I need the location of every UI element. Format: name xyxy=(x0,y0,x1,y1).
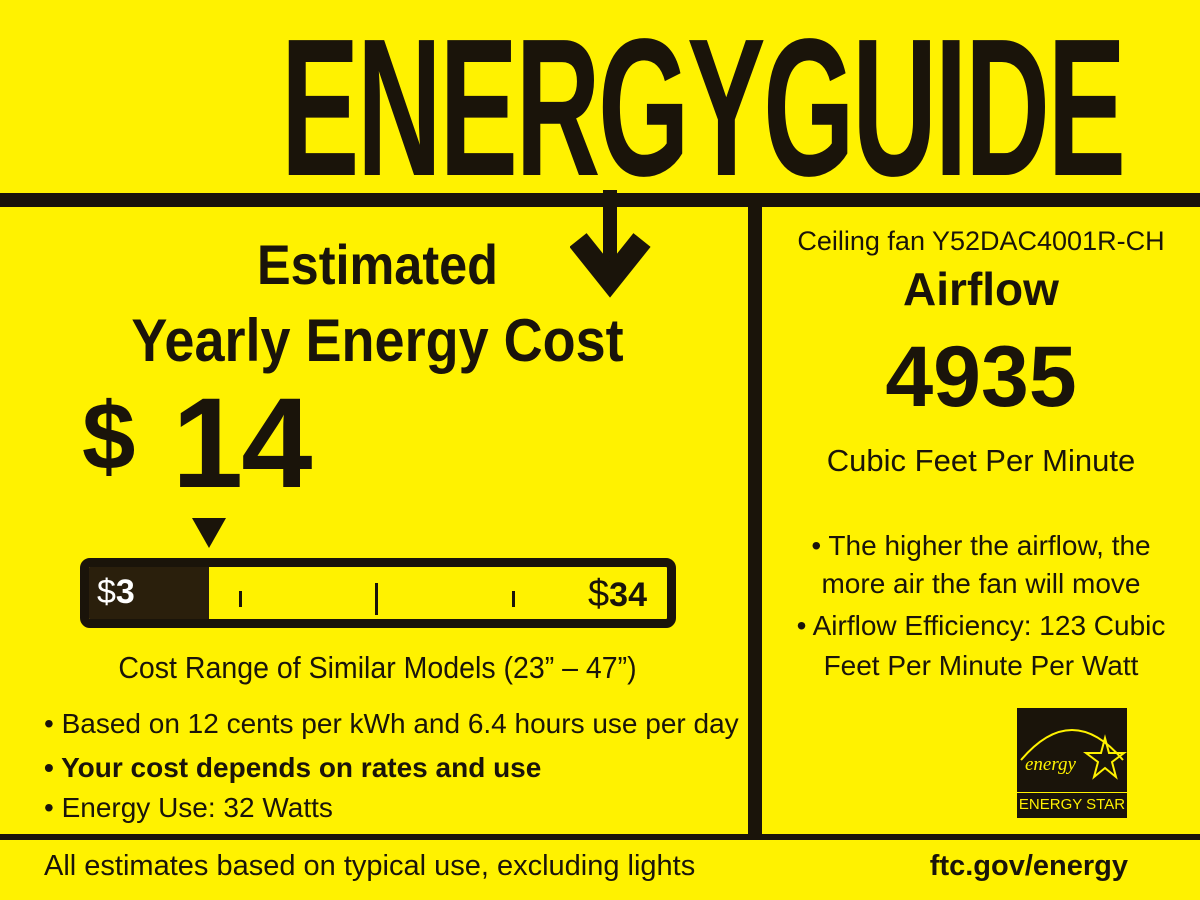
range-tick xyxy=(375,583,378,615)
cost-amount: 14 xyxy=(172,372,312,515)
estimated-heading: Estimated xyxy=(257,233,498,296)
range-low: $3 xyxy=(97,573,135,611)
range-tick xyxy=(239,591,242,607)
airflow-value: 4935 xyxy=(885,329,1077,425)
cost-range-fill xyxy=(89,567,209,619)
energy-star-logo: energy ENERGY STAR xyxy=(1017,708,1127,818)
footer-note: All estimates based on typical use, excl… xyxy=(44,850,696,882)
range-tick xyxy=(512,591,515,607)
airflow-unit: Cubic Feet Per Minute xyxy=(826,443,1136,478)
cost-range-bar: $3 $34 xyxy=(80,558,676,628)
bullet-rate: • Based on 12 cents per kWh and 6.4 hour… xyxy=(44,708,739,739)
airflow-bullet-1b: more air the fan will move xyxy=(821,568,1141,599)
footer-divider xyxy=(0,834,1200,840)
column-divider xyxy=(748,200,762,840)
cost-marker-icon xyxy=(192,518,226,548)
airflow-bullet-2b: Feet Per Minute Per Watt xyxy=(823,650,1139,681)
range-high: $34 xyxy=(588,573,647,615)
bullet-cost-depends: • Your cost depends on rates and use xyxy=(44,752,542,783)
energy-script: energy xyxy=(1025,754,1077,775)
header-divider xyxy=(0,193,1200,207)
airflow-bullet-1a: • The higher the airflow, the xyxy=(811,530,1151,561)
model-line: Ceiling fan Y52DAC4001R-CH xyxy=(797,226,1165,256)
yearly-energy-cost-heading: Yearly Energy Cost xyxy=(131,307,624,374)
bullet-energy-use: • Energy Use: 32 Watts xyxy=(44,792,333,823)
ftc-link[interactable]: ftc.gov/energy xyxy=(929,850,1128,882)
cost-currency: $ xyxy=(82,383,136,490)
arrow-down-icon xyxy=(570,190,651,298)
airflow-bullet-2a: • Airflow Efficiency: 123 Cubic xyxy=(796,610,1166,641)
airflow-label: Airflow xyxy=(903,263,1059,315)
energyguide-title: ENERGYGUIDE xyxy=(280,0,1126,217)
cost-range-caption: Cost Range of Similar Models (23” – 47”) xyxy=(118,650,637,685)
energy-star-text: ENERGY STAR xyxy=(1018,796,1126,813)
energy-star-icon: energy xyxy=(1020,729,1127,780)
